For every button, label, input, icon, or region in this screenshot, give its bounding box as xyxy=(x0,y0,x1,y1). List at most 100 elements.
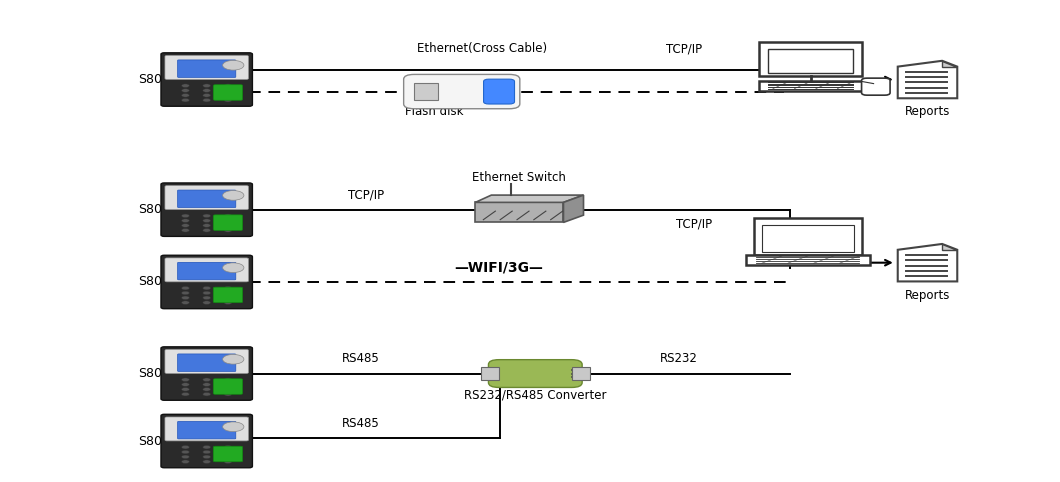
Text: TCP/IP: TCP/IP xyxy=(676,218,712,231)
Circle shape xyxy=(224,455,232,458)
Circle shape xyxy=(224,460,232,464)
Circle shape xyxy=(224,98,232,102)
Circle shape xyxy=(224,383,232,386)
FancyBboxPatch shape xyxy=(213,287,243,303)
FancyBboxPatch shape xyxy=(213,215,243,230)
FancyBboxPatch shape xyxy=(754,218,862,255)
FancyBboxPatch shape xyxy=(213,379,243,394)
Circle shape xyxy=(223,422,244,431)
Circle shape xyxy=(202,291,211,295)
Circle shape xyxy=(181,455,190,458)
Circle shape xyxy=(202,224,211,227)
Circle shape xyxy=(202,388,211,391)
Circle shape xyxy=(224,219,232,222)
Circle shape xyxy=(202,94,211,97)
Text: Reports: Reports xyxy=(905,105,950,118)
FancyBboxPatch shape xyxy=(165,258,248,282)
Circle shape xyxy=(224,214,232,217)
Circle shape xyxy=(224,286,232,290)
Text: S800: S800 xyxy=(138,435,170,447)
Text: RS232: RS232 xyxy=(659,352,697,365)
FancyBboxPatch shape xyxy=(161,415,252,468)
Circle shape xyxy=(224,388,232,391)
FancyBboxPatch shape xyxy=(178,262,235,280)
Circle shape xyxy=(224,291,232,295)
FancyBboxPatch shape xyxy=(483,79,514,104)
Circle shape xyxy=(224,392,232,396)
FancyBboxPatch shape xyxy=(178,190,235,208)
Polygon shape xyxy=(898,61,957,98)
Text: RS485: RS485 xyxy=(341,352,379,365)
Circle shape xyxy=(181,460,190,464)
FancyBboxPatch shape xyxy=(768,49,853,73)
Circle shape xyxy=(181,228,190,232)
FancyBboxPatch shape xyxy=(161,347,252,400)
FancyBboxPatch shape xyxy=(161,255,252,308)
Circle shape xyxy=(224,378,232,381)
Circle shape xyxy=(202,228,211,232)
Text: RS232/RS485 Converter: RS232/RS485 Converter xyxy=(464,389,606,402)
Text: Reports: Reports xyxy=(905,289,950,302)
Circle shape xyxy=(202,392,211,396)
FancyBboxPatch shape xyxy=(414,83,438,100)
Polygon shape xyxy=(564,195,583,222)
Circle shape xyxy=(181,383,190,386)
Circle shape xyxy=(224,224,232,227)
Circle shape xyxy=(223,60,244,70)
Circle shape xyxy=(224,296,232,299)
Circle shape xyxy=(202,98,211,102)
Text: Flash disk: Flash disk xyxy=(405,105,464,118)
FancyBboxPatch shape xyxy=(161,183,252,236)
FancyBboxPatch shape xyxy=(862,78,890,95)
Circle shape xyxy=(181,378,190,381)
Circle shape xyxy=(181,224,190,227)
FancyBboxPatch shape xyxy=(481,367,499,380)
FancyBboxPatch shape xyxy=(762,226,853,253)
Circle shape xyxy=(181,89,190,92)
Circle shape xyxy=(223,263,244,272)
FancyBboxPatch shape xyxy=(165,349,248,374)
Circle shape xyxy=(202,301,211,305)
Circle shape xyxy=(202,219,211,222)
Circle shape xyxy=(181,450,190,454)
Circle shape xyxy=(202,445,211,449)
FancyBboxPatch shape xyxy=(178,60,235,78)
FancyBboxPatch shape xyxy=(165,55,248,80)
FancyBboxPatch shape xyxy=(213,446,243,462)
Polygon shape xyxy=(942,244,957,250)
FancyBboxPatch shape xyxy=(489,360,582,388)
Circle shape xyxy=(202,296,211,299)
FancyBboxPatch shape xyxy=(178,354,235,372)
FancyBboxPatch shape xyxy=(213,85,243,100)
FancyBboxPatch shape xyxy=(759,42,863,77)
Circle shape xyxy=(181,392,190,396)
Circle shape xyxy=(202,286,211,290)
Circle shape xyxy=(202,84,211,87)
FancyBboxPatch shape xyxy=(759,81,863,91)
Circle shape xyxy=(181,388,190,391)
Text: S800: S800 xyxy=(138,367,170,380)
FancyBboxPatch shape xyxy=(745,255,870,265)
Text: RS485: RS485 xyxy=(341,417,379,430)
FancyBboxPatch shape xyxy=(571,367,589,380)
Circle shape xyxy=(181,214,190,217)
Circle shape xyxy=(224,445,232,449)
FancyBboxPatch shape xyxy=(165,186,248,210)
FancyBboxPatch shape xyxy=(475,202,564,222)
Circle shape xyxy=(224,301,232,305)
Circle shape xyxy=(202,383,211,386)
Text: S800: S800 xyxy=(138,73,170,86)
Text: —WIFI/3G—: —WIFI/3G— xyxy=(454,261,543,275)
Circle shape xyxy=(224,84,232,87)
Circle shape xyxy=(223,354,244,364)
Text: TCP/IP: TCP/IP xyxy=(348,188,384,201)
Circle shape xyxy=(202,89,211,92)
Text: S800: S800 xyxy=(138,203,170,216)
Circle shape xyxy=(202,460,211,464)
Circle shape xyxy=(223,190,244,200)
FancyBboxPatch shape xyxy=(404,74,519,109)
Circle shape xyxy=(224,94,232,97)
Text: Ethernet Switch: Ethernet Switch xyxy=(473,171,566,184)
FancyBboxPatch shape xyxy=(165,417,248,441)
Circle shape xyxy=(181,219,190,222)
